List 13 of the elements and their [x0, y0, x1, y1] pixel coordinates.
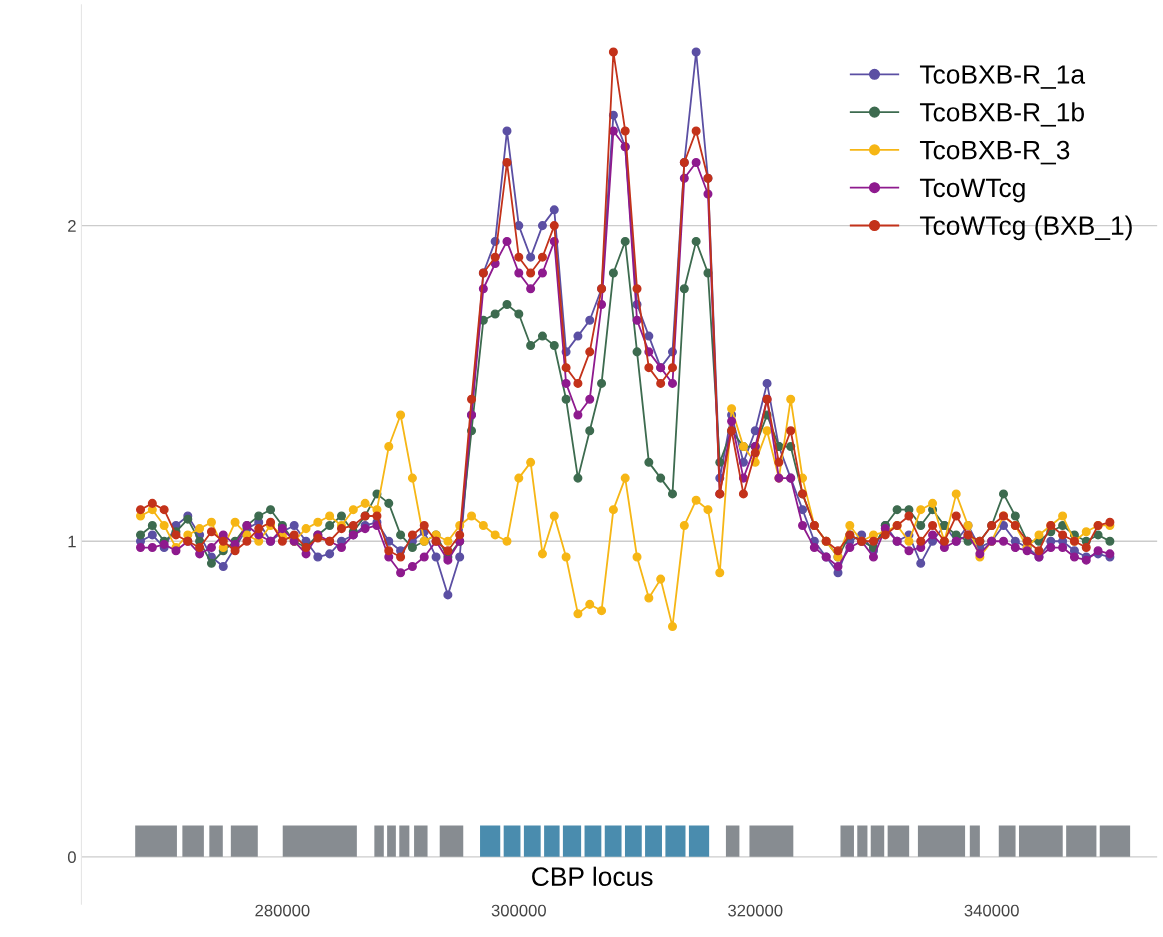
y-tick-label: 2: [68, 220, 76, 232]
legend-label: TcoWTcg (BXB_1): [919, 215, 1132, 241]
y-tick-label: 1: [68, 535, 76, 548]
y-tick-label: 0: [67, 851, 76, 864]
x-tick-label: 340000: [964, 904, 1019, 917]
legend-label: TcoBXB-R_1b: [919, 102, 1084, 127]
legend-label: TcoBXB-R_1a: [919, 65, 1086, 89]
x-tick-label: 280000: [255, 904, 310, 917]
legend-label: TcoBXB-R_3: [919, 140, 1070, 165]
x-tick-label: 320000: [728, 904, 783, 917]
legend-label: TcoWTcg: [919, 178, 1025, 203]
x-tick-label: 300000: [491, 904, 546, 917]
annotation: CBP locus: [532, 866, 653, 887]
